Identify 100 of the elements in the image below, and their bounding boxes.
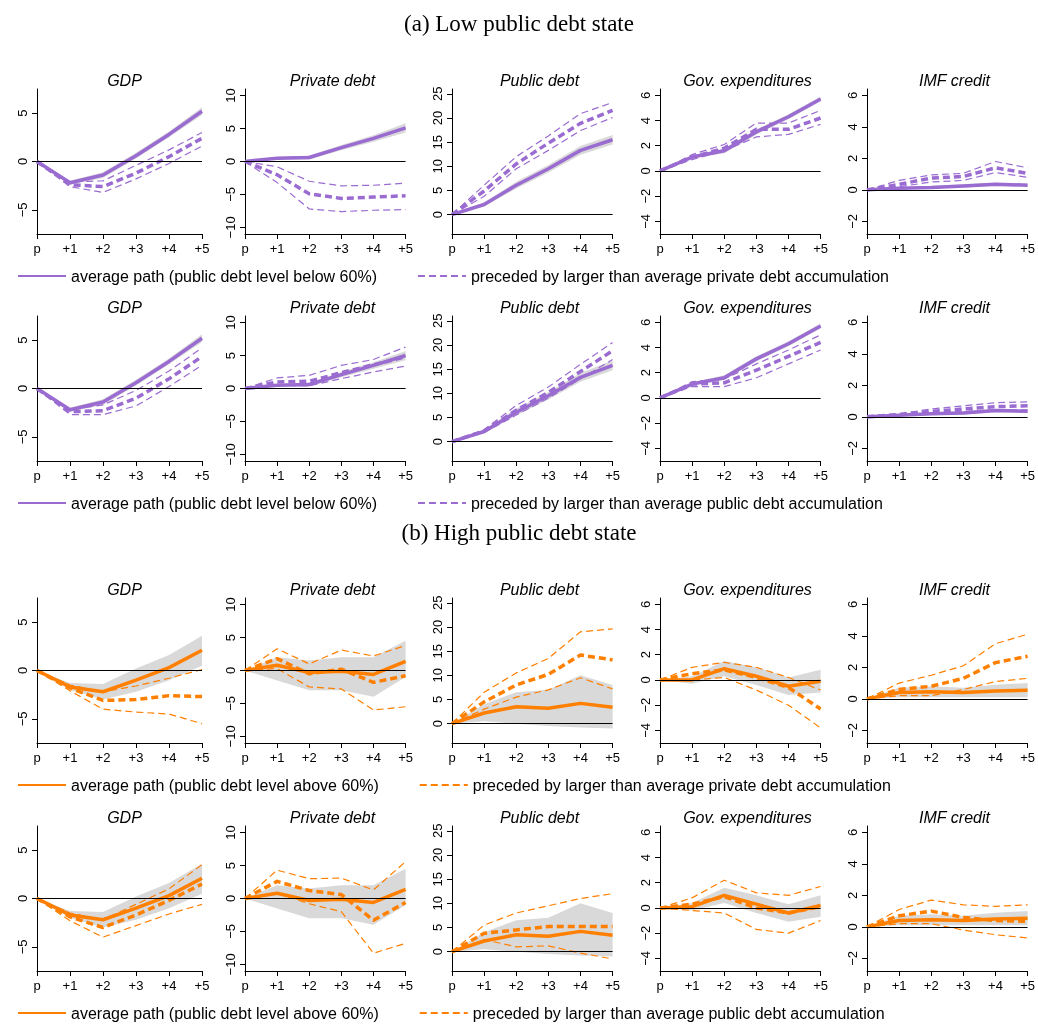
y-tick-label: 6 [638,318,653,326]
chart-title: IMF credit [919,580,991,598]
x-tick-label: +2 [716,750,732,765]
y-tick-label: 25 [430,86,445,102]
x-tick-label: +3 [540,468,556,483]
x-tick-label: +2 [716,468,732,483]
y-tick-label: 5 [15,109,30,117]
x-tick-label: +2 [95,750,111,765]
y-tick-label: 5 [15,846,30,854]
x-tick-label: p [33,978,41,993]
y-tick-label: −2 [845,213,860,229]
y-tick-label: −10 [223,443,238,466]
x-tick-label: +5 [398,468,413,483]
y-tick-label: 2 [845,154,860,162]
y-tick-label: 10 [223,825,238,840]
x-tick-label: +1 [476,241,492,256]
y-tick-label: 4 [638,625,653,634]
x-tick-label: p [33,750,41,765]
chart-title: Private debt [289,808,376,826]
y-tick-label: 2 [638,651,653,659]
y-tick-label: 6 [845,828,860,836]
text: (b) High public debt state [400,520,638,546]
x-tick-label: +2 [923,241,939,256]
y-tick-label: −5 [15,429,30,445]
y-tick-label: 10 [430,386,445,401]
y-tick-label: 4 [638,343,653,352]
x-tick-label: +5 [1020,750,1035,765]
y-tick-label: 4 [845,123,860,131]
x-tick-label: +1 [891,468,907,483]
x-tick-label: +4 [161,241,177,256]
x-tick-label: +4 [573,750,588,765]
x-tick-label: +2 [301,978,317,993]
chart-title: Gov. expenditures [683,298,812,316]
y-tick-label: 20 [430,110,445,126]
y-tick-label: 0 [430,211,445,219]
y-tick-label: 6 [845,91,860,99]
y-tick-label: 4 [845,350,860,358]
x-tick-label: p [863,241,871,256]
chart-title: Public debt [499,580,580,598]
x-tick-label: +5 [398,241,413,256]
y-tick-label: 0 [223,894,238,903]
x-tick-label: +1 [269,750,285,765]
y-tick-label: 0 [430,948,445,956]
y-tick-label: −5 [15,939,30,955]
y-tick-label: 20 [430,847,445,863]
y-tick-label: 2 [638,369,653,377]
y-tick-label: 5 [430,695,445,704]
x-tick-label: +3 [540,978,556,993]
x-tick-label: +3 [955,750,971,765]
y-tick-label: −4 [638,213,653,229]
y-tick-label: 5 [15,618,30,626]
x-tick-label: +4 [988,978,1003,993]
x-tick-label: +2 [301,750,317,765]
y-tick-label: 0 [845,923,860,931]
y-tick-label: −10 [223,953,238,976]
y-tick-label: 0 [15,666,30,675]
y-tick-label: 2 [845,663,860,671]
chart-title: IMF credit [919,298,991,316]
y-tick-label: 5 [15,336,30,344]
x-tick-label: p [448,750,456,765]
x-tick-label: +5 [605,978,620,993]
legend-label: average path (public debt level below 60%) [71,267,377,285]
legend-label: preceded by larger than average public debt accumulation [472,1004,885,1022]
y-tick-label: 0 [15,157,30,166]
y-tick-label: −2 [845,440,860,456]
x-tick-label: +2 [716,978,732,993]
x-tick-label: +2 [508,978,524,993]
y-tick-label: 25 [430,595,445,611]
x-tick-label: +4 [161,978,177,993]
y-tick-label: 15 [430,871,445,887]
x-tick-label: +5 [813,750,828,765]
x-tick-label: +4 [988,468,1003,483]
y-tick-label: 25 [430,823,445,839]
x-tick-label: p [863,750,871,765]
y-tick-label: −5 [223,924,238,939]
y-tick-label: 0 [430,438,445,446]
x-tick-label: +1 [684,750,700,765]
x-tick-label: p [656,468,664,483]
chart-title: Gov. expenditures [683,71,812,89]
y-tick-label: 0 [223,384,238,393]
x-tick-label: p [656,750,664,765]
y-tick-label: 20 [430,337,445,353]
chart-title: Public debt [499,808,580,826]
legend-label: average path (public debt level above 60%) [71,1004,379,1022]
y-tick-label: 0 [845,186,860,194]
y-tick-label: 2 [845,381,860,389]
x-tick-label: +4 [988,750,1003,765]
y-tick-label: 5 [223,124,238,133]
y-tick-label: 0 [845,695,860,703]
legend-label: preceded by larger than average private debt accumulation [472,776,891,794]
x-tick-label: +2 [95,468,111,483]
y-tick-label: −4 [638,722,653,738]
x-tick-label: +5 [605,468,620,483]
legend-label: average path (public debt level below 60%) [71,494,377,512]
y-tick-label: 0 [223,666,238,675]
y-tick-label: 4 [638,116,653,125]
y-tick-label: 2 [638,879,653,887]
x-tick-label: +3 [128,978,144,993]
y-tick-label: −4 [638,440,653,456]
x-tick-label: p [448,468,456,483]
